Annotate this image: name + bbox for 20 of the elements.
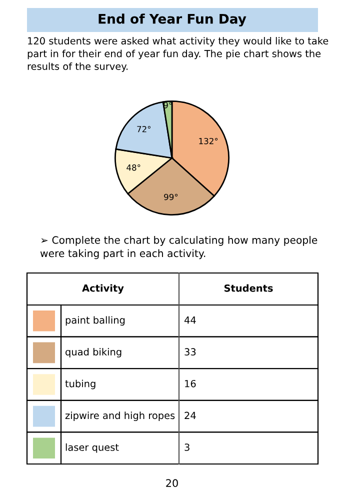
text: 24: [184, 412, 196, 419]
data-label: 72°: [137, 126, 150, 132]
data-label: 99°: [164, 194, 178, 200]
data-label: 48°: [126, 164, 140, 171]
text: ➢ Complete the chart by calculating how many people were taking part in each activity.: [40, 236, 318, 260]
legend-label: quad biking: [66, 348, 122, 358]
text: 16: [185, 380, 196, 388]
legend-label: tubing: [65, 380, 96, 390]
chart-title: End of Year Fun Day: [98, 14, 246, 26]
text: Students: [224, 284, 273, 292]
legend-label: laser quest: [66, 443, 119, 453]
text: 20: [166, 479, 178, 488]
text: Activity: [82, 284, 124, 294]
text: 44: [184, 316, 196, 324]
legend-label: paint balling: [66, 316, 125, 326]
text: 120 students were asked what activity they would like to take part in for their end of year fun day. The pie chart shows the results of the survey.: [28, 37, 328, 72]
text: 33: [184, 348, 196, 356]
data-label: 132°: [199, 138, 218, 144]
text: 3: [184, 444, 190, 451]
legend-label: zipwire and high ropes: [65, 412, 175, 422]
